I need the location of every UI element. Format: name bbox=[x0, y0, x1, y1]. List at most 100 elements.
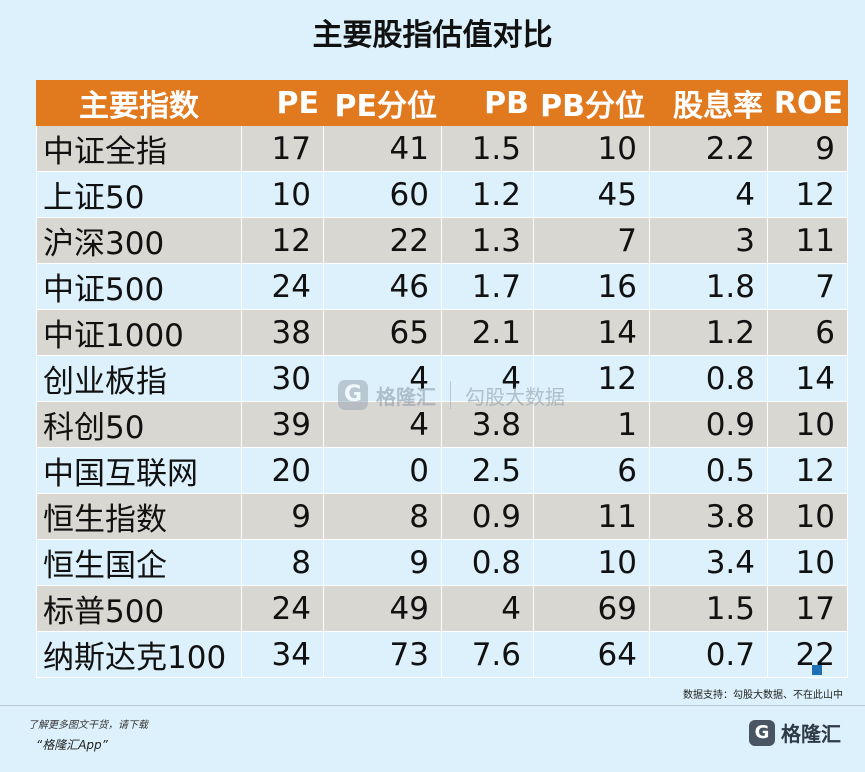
table-row: 纳斯达克100 34 73 7.6 64 0.7 22 bbox=[36, 631, 848, 678]
value-cell: 1.8 bbox=[649, 263, 768, 310]
value-cell: 39 bbox=[241, 401, 324, 448]
index-name-cell: 中证500 bbox=[36, 263, 242, 310]
table-row: 恒生国企 8 9 0.8 10 3.4 10 bbox=[36, 539, 848, 586]
value-cell: 16 bbox=[533, 263, 650, 310]
value-cell: 45 bbox=[533, 171, 650, 218]
column-header: 主要指数 bbox=[36, 80, 242, 126]
value-cell: 1.2 bbox=[441, 171, 534, 218]
app-name: “格隆汇App” bbox=[36, 738, 108, 752]
value-cell: 4 bbox=[323, 401, 442, 448]
value-cell: 10 bbox=[767, 401, 848, 448]
value-cell: 9 bbox=[241, 493, 324, 540]
table-row: 创业板指 30 4 4 12 0.8 14 bbox=[36, 355, 848, 402]
value-cell: 1.5 bbox=[441, 125, 534, 172]
value-cell: 24 bbox=[241, 585, 324, 632]
value-cell: 1.7 bbox=[441, 263, 534, 310]
value-cell: 4 bbox=[323, 355, 442, 402]
value-cell: 4 bbox=[441, 585, 534, 632]
index-name-cell: 恒生指数 bbox=[36, 493, 242, 540]
value-cell: 1.5 bbox=[649, 585, 768, 632]
index-name-cell: 中证1000 bbox=[36, 309, 242, 356]
column-header: PE bbox=[241, 80, 324, 126]
value-cell: 7 bbox=[533, 217, 650, 264]
value-cell: 65 bbox=[323, 309, 442, 356]
brand-name: 格隆汇 bbox=[781, 722, 841, 746]
value-cell: 60 bbox=[323, 171, 442, 218]
value-cell: 9 bbox=[323, 539, 442, 586]
column-header: PB分位 bbox=[533, 80, 650, 126]
value-cell: 12 bbox=[533, 355, 650, 402]
value-cell: 6 bbox=[533, 447, 650, 494]
value-cell: 9 bbox=[767, 125, 848, 172]
brand-logo: G 格隆汇 bbox=[749, 718, 841, 747]
table-row: 中证1000 38 65 2.1 14 1.2 6 bbox=[36, 309, 848, 356]
table-row: 标普500 24 49 4 69 1.5 17 bbox=[36, 585, 848, 632]
value-cell: 14 bbox=[767, 355, 848, 402]
value-cell: 0 bbox=[323, 447, 442, 494]
value-cell: 49 bbox=[323, 585, 442, 632]
value-cell: 10 bbox=[241, 171, 324, 218]
value-cell: 30 bbox=[241, 355, 324, 402]
gelonghui-logo-icon: G bbox=[749, 719, 775, 746]
value-cell: 8 bbox=[241, 539, 324, 586]
value-cell: 64 bbox=[533, 631, 650, 678]
index-name-cell: 纳斯达克100 bbox=[36, 631, 242, 678]
column-header: 股息率 bbox=[649, 80, 768, 126]
value-cell: 1.3 bbox=[441, 217, 534, 264]
value-cell: 46 bbox=[323, 263, 442, 310]
value-cell: 3.8 bbox=[649, 493, 768, 540]
value-cell: 38 bbox=[241, 309, 324, 356]
index-name-cell: 恒生国企 bbox=[36, 539, 242, 586]
value-cell: 11 bbox=[767, 217, 848, 264]
value-cell: 10 bbox=[767, 493, 848, 540]
index-name-cell: 上证50 bbox=[36, 171, 242, 218]
value-cell: 7 bbox=[767, 263, 848, 310]
value-cell: 0.9 bbox=[441, 493, 534, 540]
valuation-table: 主要指数 PE PE分位 PB PB分位 股息率 ROE 中证全指 17 41 1.5 10 2.2 9… bbox=[36, 80, 848, 678]
value-cell: 8 bbox=[323, 493, 442, 540]
value-cell: 3 bbox=[649, 217, 768, 264]
index-name-cell: 创业板指 bbox=[36, 355, 242, 402]
value-cell: 22 bbox=[767, 631, 848, 678]
value-cell: 17 bbox=[767, 585, 848, 632]
source-note: 数据支持：勾股大数据、不在此山中 bbox=[683, 690, 843, 701]
table-row: 中证全指 17 41 1.5 10 2.2 9 bbox=[36, 125, 848, 172]
value-cell: 6 bbox=[767, 309, 848, 356]
table-row: 科创50 39 4 3.8 1 0.9 10 bbox=[36, 401, 848, 448]
chart-title: 主要股指估值对比 bbox=[312, 18, 553, 53]
value-cell: 41 bbox=[323, 125, 442, 172]
value-cell: 10 bbox=[533, 539, 650, 586]
value-cell: 24 bbox=[241, 263, 324, 310]
value-cell: 4 bbox=[649, 171, 768, 218]
value-cell: 10 bbox=[533, 125, 650, 172]
value-cell: 10 bbox=[767, 539, 848, 586]
value-cell: 20 bbox=[241, 447, 324, 494]
index-name-cell: 科创50 bbox=[36, 401, 242, 448]
table-row: 恒生指数 9 8 0.9 11 3.8 10 bbox=[36, 493, 848, 540]
value-cell: 11 bbox=[533, 493, 650, 540]
footer-divider bbox=[0, 705, 865, 706]
table-row: 中国互联网 20 0 2.5 6 0.5 12 bbox=[36, 447, 848, 494]
value-cell: 3.4 bbox=[649, 539, 768, 586]
value-cell: 34 bbox=[241, 631, 324, 678]
table-row: 沪深300 12 22 1.3 7 3 11 bbox=[36, 217, 848, 264]
value-cell: 4 bbox=[441, 355, 534, 402]
value-cell: 12 bbox=[767, 447, 848, 494]
value-cell: 22 bbox=[323, 217, 442, 264]
value-cell: 0.9 bbox=[649, 401, 768, 448]
value-cell: 17 bbox=[241, 125, 324, 172]
table-header-row: 主要指数 PE PE分位 PB PB分位 股息率 ROE bbox=[36, 80, 848, 126]
column-header: PB bbox=[441, 80, 534, 126]
value-cell: 1 bbox=[533, 401, 650, 448]
column-header: PE分位 bbox=[323, 80, 442, 126]
value-cell: 1.2 bbox=[649, 309, 768, 356]
value-cell: 7.6 bbox=[441, 631, 534, 678]
table-row: 中证500 24 46 1.7 16 1.8 7 bbox=[36, 263, 848, 310]
value-cell: 0.7 bbox=[649, 631, 768, 678]
index-name-cell: 标普500 bbox=[36, 585, 242, 632]
value-cell: 0.8 bbox=[649, 355, 768, 402]
value-cell: 2.2 bbox=[649, 125, 768, 172]
value-cell: 12 bbox=[767, 171, 848, 218]
value-cell: 2.5 bbox=[441, 447, 534, 494]
value-cell: 14 bbox=[533, 309, 650, 356]
